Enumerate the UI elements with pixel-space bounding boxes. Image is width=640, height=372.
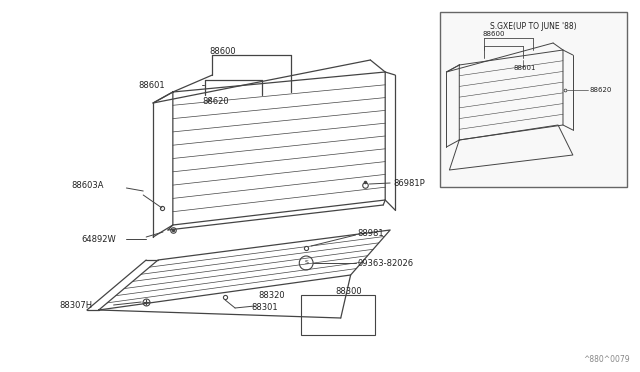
- Text: 88620: 88620: [589, 87, 612, 93]
- Text: 88307H: 88307H: [60, 301, 92, 310]
- Text: 64892W: 64892W: [81, 234, 116, 244]
- Text: 88600: 88600: [209, 46, 236, 55]
- Text: 86981P: 86981P: [393, 179, 425, 187]
- Text: ^880^0079: ^880^0079: [583, 356, 629, 365]
- Text: 88320: 88320: [259, 292, 285, 301]
- Text: 88600: 88600: [483, 31, 505, 37]
- Text: 88981: 88981: [358, 228, 384, 237]
- Text: 88603A: 88603A: [71, 180, 104, 189]
- Text: 88620: 88620: [202, 96, 229, 106]
- Text: 88601: 88601: [138, 80, 165, 90]
- Text: 88300: 88300: [336, 286, 362, 295]
- Bar: [301, 295, 375, 335]
- Text: 09363-82026: 09363-82026: [358, 259, 413, 267]
- Bar: [440, 12, 627, 187]
- Text: S.GXE(UP TO JUNE '88): S.GXE(UP TO JUNE '88): [490, 22, 577, 31]
- Text: 88301: 88301: [252, 304, 278, 312]
- Text: 88601: 88601: [514, 65, 536, 71]
- Text: S: S: [304, 260, 308, 266]
